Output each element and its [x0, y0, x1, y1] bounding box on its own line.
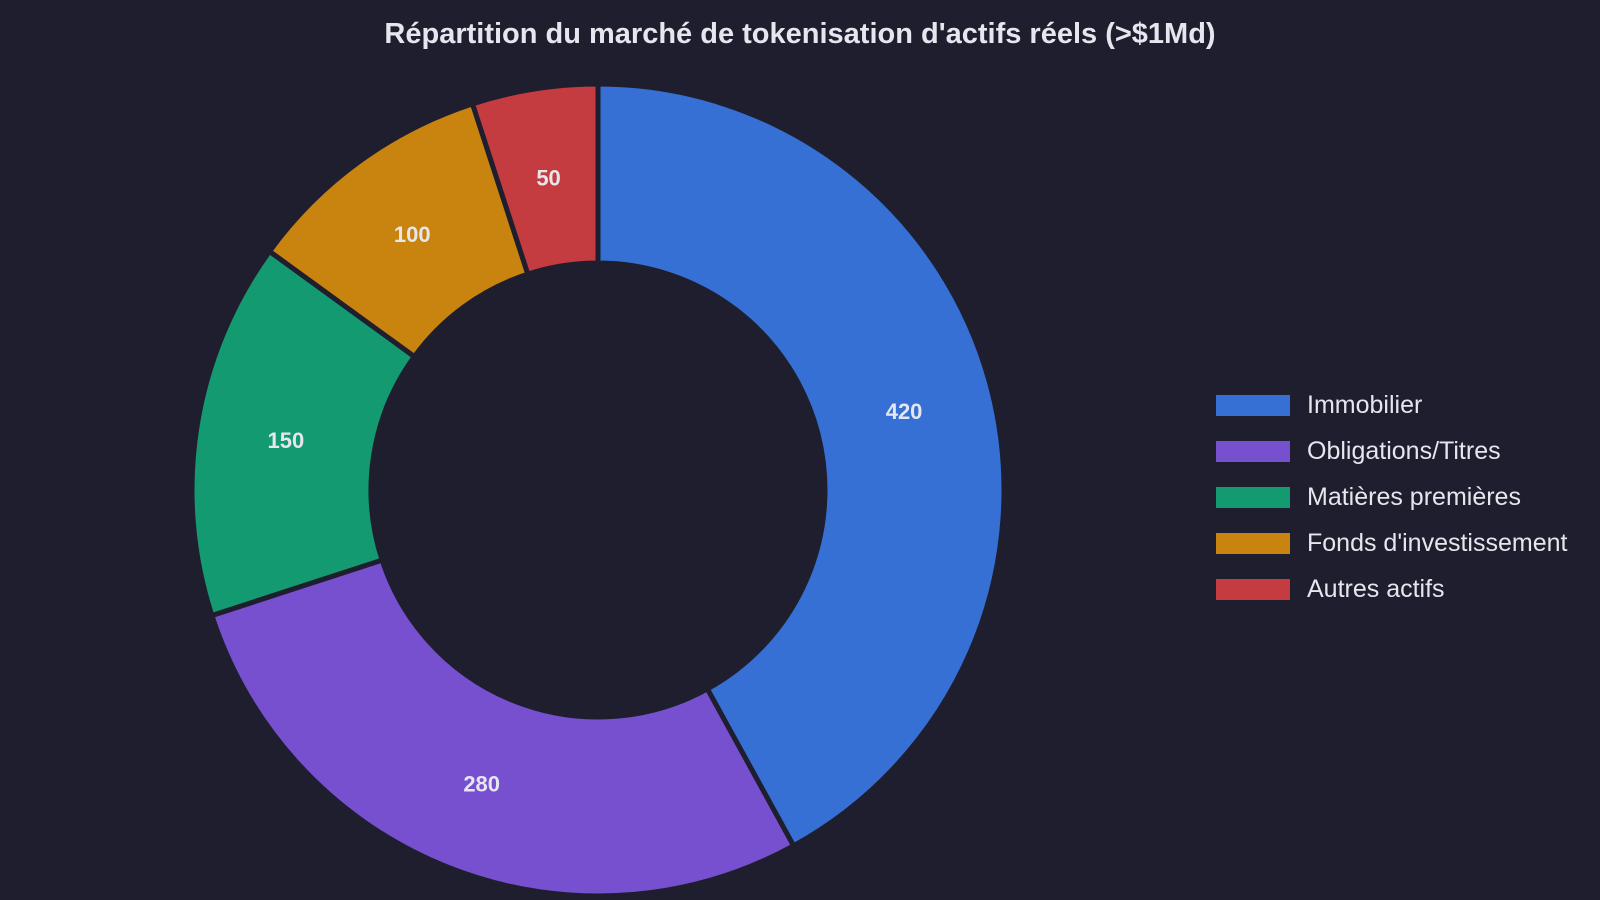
- donut-slice: [595, 81, 1007, 849]
- legend-item: Fonds d'investissement: [1216, 520, 1567, 566]
- slice-value-label: 150: [268, 428, 305, 453]
- legend-label: Immobilier: [1307, 390, 1423, 419]
- donut-slice: [189, 248, 417, 618]
- chart-title: Répartition du marché de tokenisation d'…: [384, 18, 1216, 50]
- legend-swatch: [1216, 486, 1290, 508]
- legend-item: Matières premières: [1216, 474, 1567, 520]
- donut-slice: [209, 557, 797, 899]
- donut-slice: [470, 81, 601, 277]
- slice-value-label: 100: [394, 222, 431, 247]
- legend-swatch: [1216, 578, 1290, 600]
- legend-label: Matières premières: [1307, 482, 1521, 511]
- legend-label: Obligations/Titres: [1307, 436, 1501, 465]
- slice-value-label: 280: [463, 771, 500, 796]
- slice-value-label: 420: [886, 399, 923, 424]
- legend-item: Obligations/Titres: [1216, 428, 1567, 474]
- legend-swatch: [1216, 440, 1290, 462]
- chart-legend: Immobilier Obligations/Titres Matières pre…: [1216, 382, 1567, 612]
- legend-item: Immobilier: [1216, 382, 1567, 428]
- legend-item: Autres actifs: [1216, 566, 1567, 612]
- legend-swatch: [1216, 532, 1290, 554]
- slice-value-label: 50: [536, 165, 560, 190]
- legend-swatch: [1216, 394, 1290, 416]
- legend-label: Autres actifs: [1307, 574, 1445, 603]
- legend-label: Fonds d'investissement: [1307, 528, 1568, 557]
